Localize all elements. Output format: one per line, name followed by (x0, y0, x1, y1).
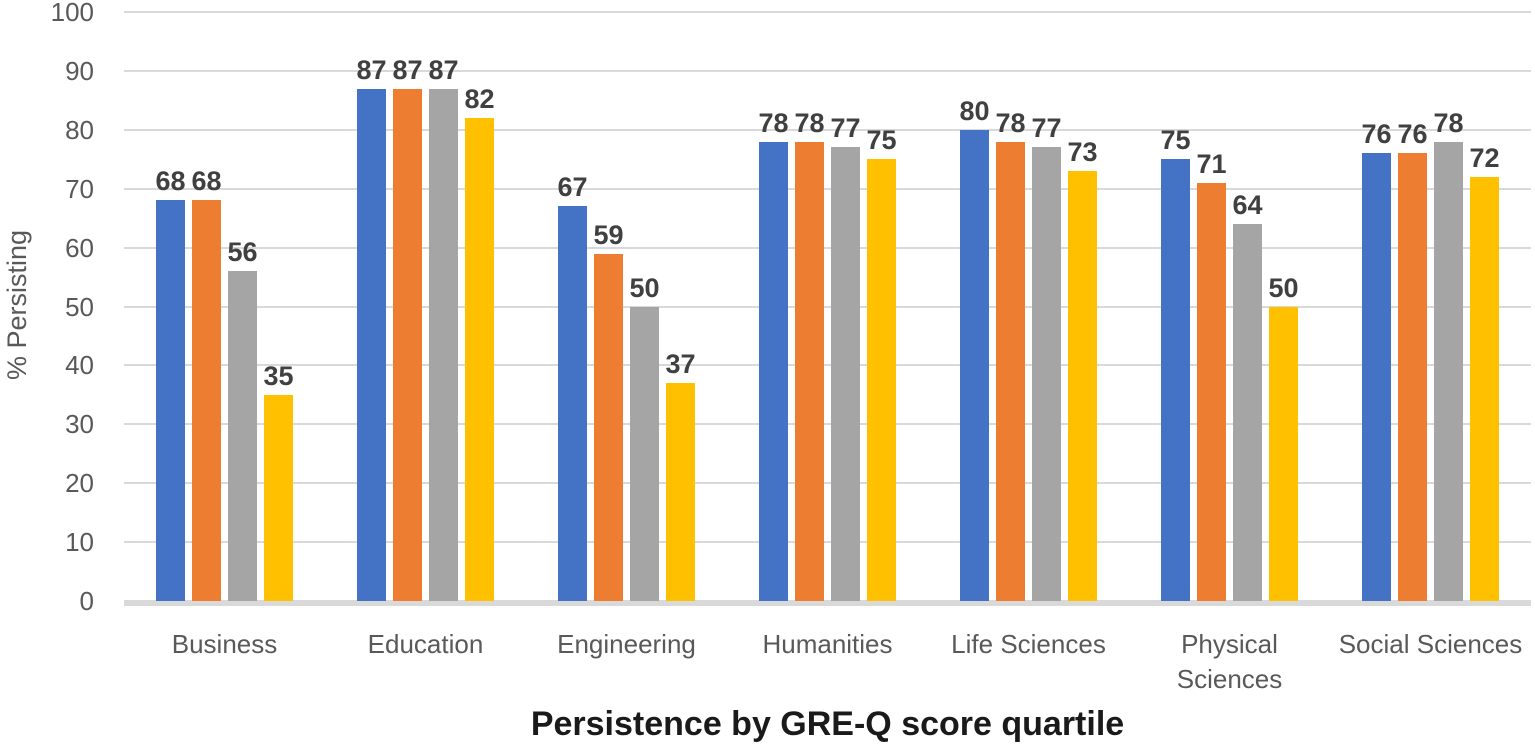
data-label: 78 (758, 107, 789, 138)
data-label: 67 (557, 172, 588, 203)
bar-quartile-series-gray: 77 (1031, 115, 1062, 601)
data-label: 75 (1160, 125, 1191, 156)
bar-quartile-series-gray: 77 (830, 115, 861, 601)
bar-group: 67 59 50 37 (526, 12, 727, 601)
category-label: Humanities (762, 629, 893, 659)
bar-quartile-series-blue: 87 (356, 56, 387, 601)
bar-group: 78 78 77 75 (727, 12, 928, 601)
bar-group: 87 87 87 82 (325, 12, 526, 601)
gridline (124, 423, 1531, 426)
data-label: 77 (830, 113, 861, 144)
gridline (124, 128, 1531, 131)
category-label: Social Sciences (1338, 629, 1523, 659)
bar-quartile-series-orange: 71 (1196, 150, 1227, 601)
bar-group: 80 78 77 73 (928, 12, 1129, 601)
bar-quartile-series-orange: 78 (794, 109, 825, 601)
data-label: 73 (1067, 137, 1098, 168)
gridline (124, 69, 1531, 72)
chart-title: Persistence by GRE-Q score quartile (530, 705, 1125, 743)
bar-quartile-series-blue: 75 (1160, 127, 1191, 601)
data-label: 87 (428, 54, 459, 85)
gridline (124, 11, 1531, 13)
bar-groups: 68 68 56 35 87 87 87 82 67 59 50 37 78 78 77 75 80 78 77 73… (124, 12, 1531, 601)
x-axis-category-labels: Business Education Engineering Humanities Li… (124, 627, 1531, 697)
bar-quartile-series-gray: 56 (227, 239, 258, 601)
bar-quartile-series-orange: 68 (191, 168, 222, 601)
y-tick-label: 80 (65, 114, 94, 145)
x-axis-line (124, 601, 1531, 606)
bar-quartile-series-blue: 76 (1361, 121, 1392, 601)
data-label: 80 (959, 95, 990, 126)
category-label: Business (171, 629, 278, 659)
bar-quartile-series-gray: 64 (1232, 192, 1263, 601)
y-axis-tick-labels: 100 90 80 70 60 50 40 30 20 10 0 (0, 0, 94, 614)
plot-area: 68 68 56 35 87 87 87 82 67 59 50 37 78 78 77 75 80 78 77 73… (124, 11, 1531, 606)
bar-quartile-series-orange: 59 (593, 221, 624, 601)
gridline (124, 246, 1531, 249)
category-label: Life Sciences (951, 629, 1106, 659)
y-tick-label: 0 (79, 586, 94, 616)
data-label: 75 (866, 125, 897, 156)
bar-quartile-series-yellow: 72 (1469, 144, 1500, 601)
bar-group: 75 71 64 50 (1129, 12, 1330, 601)
y-tick-label: 70 (65, 173, 94, 204)
bar-group: 76 76 78 72 (1330, 12, 1531, 601)
bar-quartile-series-gray: 78 (1433, 109, 1464, 601)
data-label: 78 (1433, 107, 1464, 138)
bar-quartile-series-blue: 78 (758, 109, 789, 601)
data-label: 77 (1031, 113, 1062, 144)
data-label: 76 (1361, 119, 1392, 150)
bar-quartile-series-blue: 68 (155, 168, 186, 601)
data-label: 50 (1268, 272, 1299, 303)
gridline (124, 364, 1531, 367)
bar-quartile-series-gray: 50 (629, 274, 660, 601)
y-tick-label: 100 (50, 0, 94, 27)
data-label: 78 (995, 107, 1026, 138)
gridline (124, 482, 1531, 485)
data-label: 71 (1196, 148, 1227, 179)
bar-quartile-series-blue: 80 (959, 97, 990, 601)
bar-quartile-series-blue: 67 (557, 174, 588, 601)
bar-quartile-series-yellow: 82 (464, 86, 495, 601)
y-tick-label: 10 (65, 527, 94, 558)
data-label: 68 (155, 166, 186, 197)
bar-quartile-series-yellow: 50 (1268, 274, 1299, 601)
bar-quartile-series-gray: 87 (428, 56, 459, 601)
bar-quartile-series-yellow: 37 (665, 351, 696, 601)
gridline (124, 541, 1531, 544)
data-label: 78 (794, 107, 825, 138)
data-label: 68 (191, 166, 222, 197)
data-label: 50 (629, 272, 660, 303)
bar-quartile-series-orange: 76 (1397, 121, 1428, 601)
data-label: 76 (1397, 119, 1428, 150)
data-label: 37 (665, 349, 696, 380)
data-label: 35 (263, 360, 294, 391)
bar-quartile-series-yellow: 75 (866, 127, 897, 601)
bar-quartile-series-orange: 87 (392, 56, 423, 601)
category-label: Physical Sciences (1176, 629, 1283, 695)
y-tick-label: 30 (65, 409, 94, 440)
data-label: 72 (1469, 142, 1500, 173)
data-label: 64 (1232, 190, 1263, 221)
bar-group: 68 68 56 35 (124, 12, 325, 601)
y-tick-label: 60 (65, 232, 94, 263)
category-label: Engineering (557, 629, 696, 659)
category-label: Education (367, 629, 484, 659)
data-label: 82 (464, 84, 495, 115)
y-tick-label: 50 (65, 291, 94, 322)
bar-quartile-series-yellow: 73 (1067, 139, 1098, 601)
data-label: 56 (227, 237, 258, 268)
y-tick-label: 40 (65, 350, 94, 381)
bar-quartile-series-yellow: 35 (263, 362, 294, 601)
data-label: 87 (392, 54, 423, 85)
gridline (124, 187, 1531, 190)
y-tick-label: 90 (65, 55, 94, 86)
data-label: 87 (356, 54, 387, 85)
bar-quartile-series-orange: 78 (995, 109, 1026, 601)
data-label: 59 (593, 219, 624, 250)
gridline (124, 305, 1531, 308)
y-tick-label: 20 (65, 468, 94, 499)
